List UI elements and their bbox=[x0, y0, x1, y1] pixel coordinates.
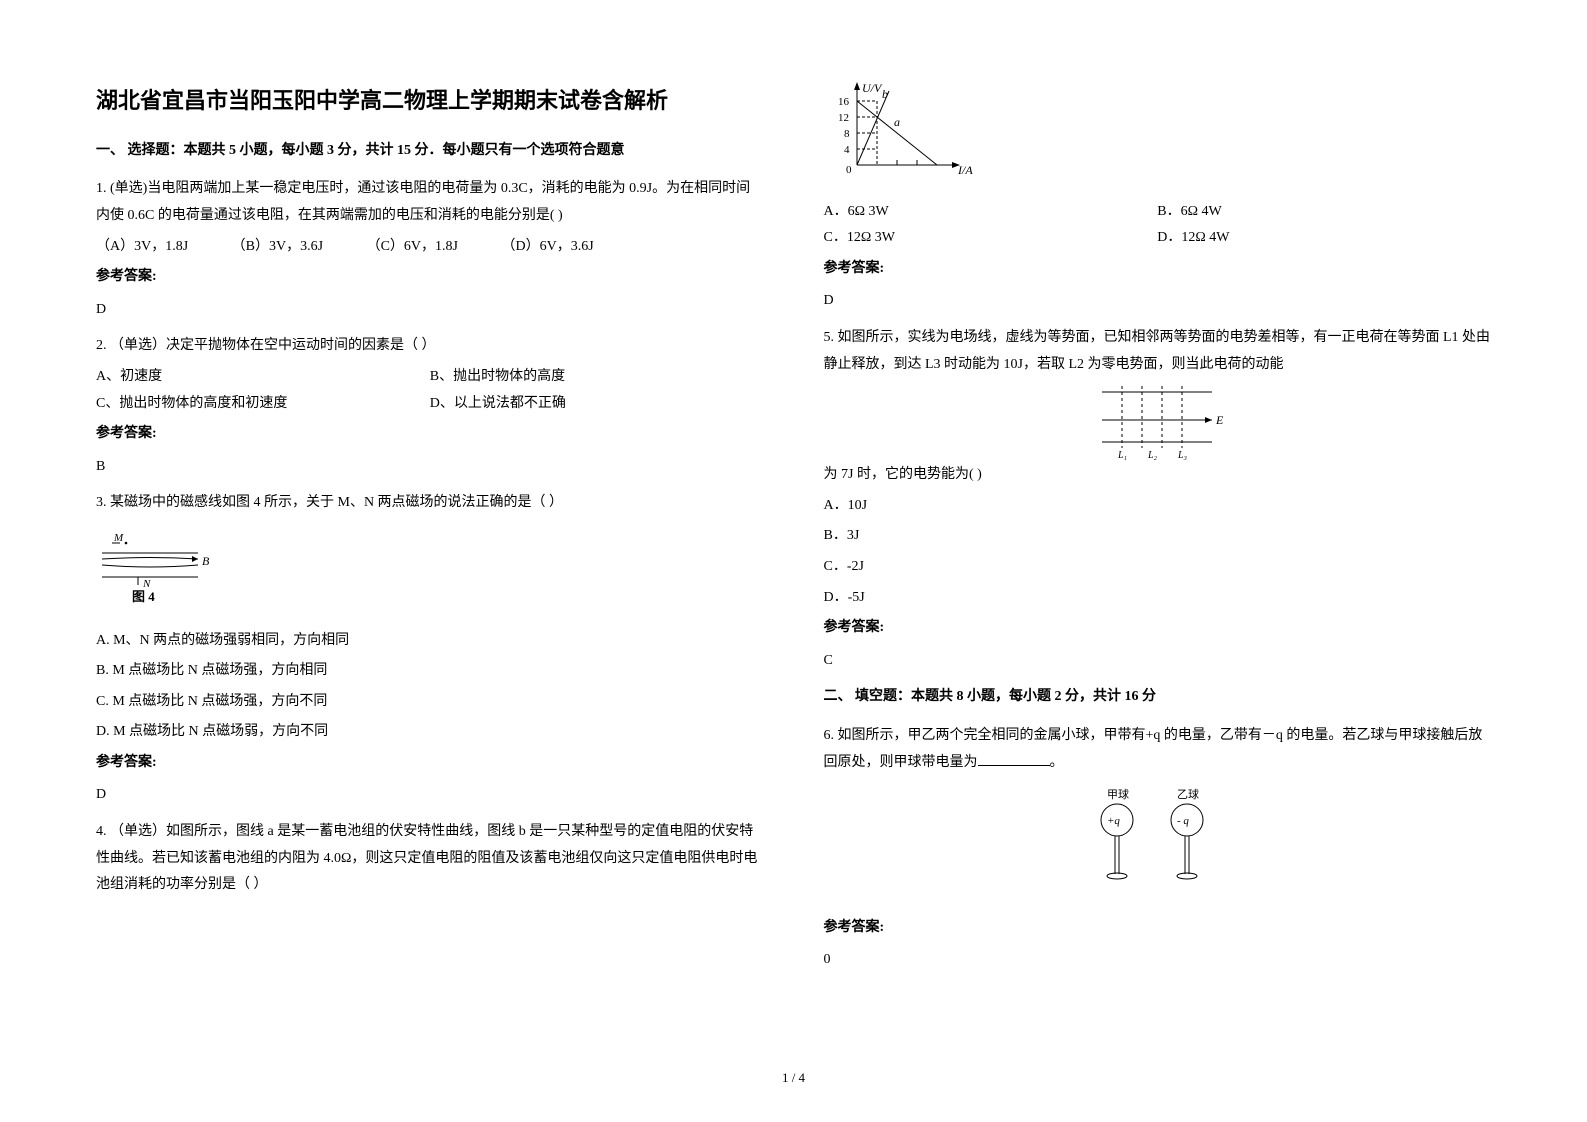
q2-ans-label: 参考答案: bbox=[96, 421, 764, 448]
q3-ans: D bbox=[96, 782, 764, 809]
fig4-M-label: M bbox=[113, 532, 124, 544]
q5-text-b: 为 7J 时，它的电势能为( ) bbox=[824, 462, 982, 489]
q3-opt-c: C. M 点磁场比 N 点磁场强，方向不同 bbox=[96, 689, 764, 716]
q5-opt-b: B．3J bbox=[824, 523, 1492, 550]
q5-L1-label: L₁ bbox=[1117, 450, 1127, 461]
ytick-16: 16 bbox=[838, 96, 850, 108]
q2-options-row1: A、初速度 B、抛出时物体的高度 bbox=[96, 364, 764, 391]
q4-text: 4. （单选）如图所示，图线 a 是某一蓄电池组的伏安特性曲线，图线 b 是一只… bbox=[96, 819, 764, 899]
page-title: 湖北省宜昌市当阳玉阳中学高二物理上学期期末试卷含解析 bbox=[96, 80, 764, 122]
q3-opt-a: A. M、N 两点的磁场强弱相同，方向相同 bbox=[96, 628, 764, 655]
page-footer: 1 / 4 bbox=[0, 1070, 1587, 1086]
q4-options-row1: A．6Ω 3W B．6Ω 4W bbox=[824, 199, 1492, 226]
q4-options-row2: C．12Ω 3W D．12Ω 4W bbox=[824, 225, 1492, 252]
q6-text-a: 6. 如图所示，甲乙两个完全相同的金属小球，甲带有+q 的电量，乙带有－q 的电… bbox=[824, 728, 1483, 770]
q5-ans-label: 参考答案: bbox=[824, 615, 1492, 642]
q5-L2-label: L₂ bbox=[1147, 450, 1158, 461]
q6-ans-label: 参考答案: bbox=[824, 915, 1492, 942]
ytick-4: 4 bbox=[844, 144, 850, 156]
q2-opt-b: B、抛出时物体的高度 bbox=[430, 364, 764, 391]
q2-text: 2. （单选）决定平抛物体在空中运动时间的因素是（ ） bbox=[96, 333, 764, 360]
chart-b-label: b bbox=[882, 87, 888, 101]
q3-opt-d: D. M 点磁场比 N 点磁场弱，方向不同 bbox=[96, 719, 764, 746]
fill-blank bbox=[978, 752, 1050, 766]
ytick-12: 12 bbox=[838, 112, 849, 124]
q1-ans: D bbox=[96, 297, 764, 324]
section-2-heading: 二、 填空题：本题共 8 小题，每小题 2 分，共计 16 分 bbox=[824, 684, 1492, 711]
q4-ans: D bbox=[824, 288, 1492, 315]
q5-opt-d: D．-5J bbox=[824, 585, 1492, 612]
q5-figure-wrap: E L₁ L₂ L₃ bbox=[824, 382, 1492, 462]
ytick-8: 8 bbox=[844, 128, 850, 140]
minus-q-label: - q bbox=[1177, 815, 1189, 827]
q1-text: 1. (单选)当电阻两端加上某一稳定电压时，通过该电阻的电荷量为 0.3C，消耗… bbox=[96, 176, 764, 229]
chart-a-label: a bbox=[894, 115, 900, 129]
q4-opt-a: A．6Ω 3W bbox=[824, 199, 1158, 226]
q2-opt-c: C、抛出时物体的高度和初速度 bbox=[96, 391, 430, 418]
q4-opt-c: C．12Ω 3W bbox=[824, 225, 1158, 252]
jia-label: 甲球 bbox=[1107, 787, 1129, 801]
iv-curve-chart: 16 12 8 4 0 b a U/V I/A bbox=[832, 80, 982, 180]
section-1-heading: 一、 选择题：本题共 5 小题，每小题 3 分，共计 15 分．每小题只有一个选… bbox=[96, 138, 764, 165]
q5-opt-c: C．-2J bbox=[824, 554, 1492, 581]
ytick-0: 0 bbox=[846, 164, 852, 176]
q4-chart: 16 12 8 4 0 b a U/V I/A bbox=[832, 80, 1492, 191]
equipotential-diagram: E L₁ L₂ L₃ bbox=[1082, 382, 1232, 462]
plus-q-label: +q bbox=[1107, 815, 1120, 827]
q1-opt-c: （C）6V，1.8J bbox=[367, 234, 458, 261]
q6-text-b: 。 bbox=[1050, 755, 1064, 770]
right-column: 16 12 8 4 0 b a U/V I/A A．6Ω 3W B．6Ω 4W … bbox=[824, 80, 1492, 984]
chart-x-label: I/A bbox=[957, 163, 973, 177]
q6-ans: 0 bbox=[824, 947, 1492, 974]
q2-ans: B bbox=[96, 454, 764, 481]
q6-figure: 甲球 乙球 +q - q bbox=[824, 786, 1492, 897]
q2-options-row2: C、抛出时物体的高度和初速度 D、以上说法都不正确 bbox=[96, 391, 764, 418]
left-column: 湖北省宜昌市当阳玉阳中学高二物理上学期期末试卷含解析 一、 选择题：本题共 5 … bbox=[96, 80, 764, 984]
q4-opt-d: D．12Ω 4W bbox=[1157, 225, 1491, 252]
q5-E-label: E bbox=[1215, 413, 1224, 427]
q5-ans: C bbox=[824, 648, 1492, 675]
q1-opt-b: （B）3V，3.6J bbox=[232, 234, 323, 261]
q5-text-a: 5. 如图所示，实线为电场线，虚线为等势面，已知相邻两等势面的电势差相等，有一正… bbox=[824, 325, 1492, 378]
fig4-caption: 图 4 bbox=[132, 589, 155, 604]
q3-opt-b: B. M 点磁场比 N 点磁场强，方向相同 bbox=[96, 658, 764, 685]
q4-opt-b: B．6Ω 4W bbox=[1157, 199, 1491, 226]
chart-y-label: U/V bbox=[862, 81, 883, 95]
yi-label: 乙球 bbox=[1177, 787, 1199, 801]
q1-opt-d: （D）6V，3.6J bbox=[501, 234, 593, 261]
q5-L3-label: L₃ bbox=[1177, 450, 1188, 461]
q3-figure: M B N 图 4 bbox=[102, 525, 764, 616]
q5-opt-a: A．10J bbox=[824, 493, 1492, 520]
q1-options: （A）3V，1.8J （B）3V，3.6J （C）6V，1.8J （D）6V，3… bbox=[96, 234, 764, 261]
q3-text: 3. 某磁场中的磁感线如图 4 所示，关于 M、N 两点磁场的说法正确的是（ ） bbox=[96, 490, 764, 517]
q6-text: 6. 如图所示，甲乙两个完全相同的金属小球，甲带有+q 的电量，乙带有－q 的电… bbox=[824, 723, 1492, 776]
q2-opt-a: A、初速度 bbox=[96, 364, 430, 391]
q1-ans-label: 参考答案: bbox=[96, 264, 764, 291]
q2-opt-d: D、以上说法都不正确 bbox=[430, 391, 764, 418]
magnetic-field-diagram: M B N 图 4 bbox=[102, 525, 212, 605]
q1-opt-a: （A）3V，1.8J bbox=[96, 234, 188, 261]
charged-balls-diagram: 甲球 乙球 +q - q bbox=[1067, 786, 1247, 886]
q4-ans-label: 参考答案: bbox=[824, 256, 1492, 283]
fig4-B-label: B bbox=[202, 554, 210, 568]
q3-ans-label: 参考答案: bbox=[96, 750, 764, 777]
